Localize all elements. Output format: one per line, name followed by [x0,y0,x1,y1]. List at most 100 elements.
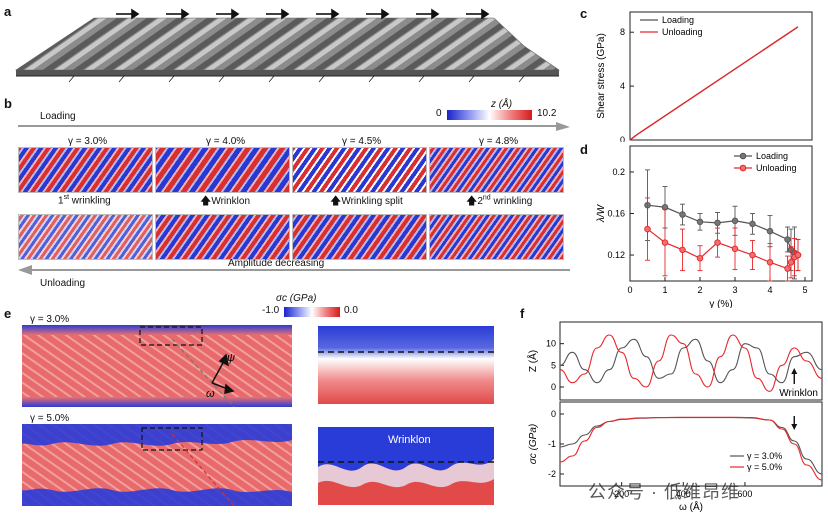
stress-line-3.0 [559,417,823,475]
panel-b-label: b [4,96,12,111]
y-tick-label: -1 [548,439,556,449]
data-point [714,219,721,227]
wrinkle-map-load-4.8 [429,147,564,193]
data-point [766,227,774,235]
colorbar-sigma-label: σc (GPa) [276,293,317,304]
up-arrow-icon-head [791,368,798,374]
y-tick-label: 0 [620,135,625,142]
zoom-map-5.0: Wrinklon [318,427,494,505]
data-point [644,225,651,233]
down-arrow-icon-head [791,424,798,430]
plot-frame [629,11,813,141]
legend-label: γ = 3.0% [747,451,782,461]
legend-label: Loading [756,151,788,161]
data-point [794,251,802,259]
colorbar-sigma-min: -1.0 [262,305,280,316]
x-tick-label: 2 [697,285,702,295]
wrinkle-map-unload-2 [155,214,290,260]
wrinkle-map-load-4.5 [292,147,427,193]
colorbar-z-label: z (Å) [491,99,513,110]
chart-profile-stress: 0 5 10 0 -1 -2 200 400 600 ω (Å) Z (Å) σc (GPa) Wrin… [526,321,823,513]
caption-2nd-wrinkling: 🡅2nd wrinkling [466,194,533,207]
colorbar-sigma-max: 0.0 [344,305,358,316]
zoom-wrinklon-label: Wrinklon [388,434,431,446]
psi-omega-axes [211,353,235,394]
y-tick-label: 0 [551,382,556,392]
strain-bottom-label: γ = 5.0% [30,413,70,424]
y-tick-label: 8 [620,27,625,37]
zoom-map-3.0 [318,326,494,404]
wrinkle-map-unload-1 [18,214,153,260]
y-tick-label: 5 [551,360,556,370]
watermark: 公众号 · 低维昂维 [588,482,740,502]
legend-label: Unloading [756,163,797,173]
y-axis-label: Shear stress (GPa) [596,33,607,119]
up-arrow-icon: 🡅 [466,195,478,207]
strain-label-3: γ = 4.5% [342,136,382,147]
stress-map-5.0 [22,424,292,506]
caption-wrinkling-split: 🡅Wrinkling split [330,195,403,207]
y-tick-label: 10 [546,339,556,349]
series-line-unloading [647,228,799,270]
plot-frame-bottom [559,401,823,487]
shear-direction-arrows [116,8,490,20]
data-point [696,254,704,262]
x-tick-label: 0 [627,285,632,295]
colorbar-z-min: 0 [436,108,442,119]
strain-label-2: γ = 4.0% [206,136,246,147]
panel-a-label: a [4,4,12,19]
profile-line-5.0 [559,334,823,392]
x-tick-label: 4 [767,285,772,295]
y-axis-label-bottom: σc (GPa) [528,424,539,464]
data-point [731,245,739,253]
data-point [784,265,791,272]
panel-d-label: d [580,142,588,157]
data-point [714,239,721,246]
colorbar-sigma [284,307,340,317]
x-axis-label: ω (Å) [679,500,703,513]
data-point [731,217,739,225]
caption-1st-wrinkling: 1st wrinkling [58,194,111,207]
legend-label: Loading [662,15,694,25]
legend-marker [739,164,747,172]
wrinkle-map-load-4.0 [155,147,290,193]
loading-arrow [18,122,570,131]
panel-c-label: c [580,6,588,21]
loading-label: Loading [40,111,76,122]
y-tick-label: 0 [551,409,556,419]
x-tick-label: 400 [676,489,691,499]
data-point [696,218,704,226]
y-axis-label: λ/W [596,203,607,223]
amplitude-decreasing-label: Amplitude decreasing [228,258,325,269]
panel-e-label: e [4,306,12,321]
x-tick-label: 5 [802,285,807,295]
strain-label-4: γ = 4.8% [479,136,519,147]
data-point [679,246,686,254]
wrinkle-map-unload-4 [429,214,564,260]
y-tick-label: 0.16 [607,209,625,219]
plot-frame-top [559,321,823,401]
x-tick-label: 600 [737,489,752,499]
surface-3d-render [15,8,560,83]
strain-top-label: γ = 3.0% [30,314,70,325]
y-tick-label: 0.2 [612,167,625,177]
omega-label: ω [206,388,215,400]
profile-line-3.0 [559,338,823,384]
chart-lambda-w: 0.12 0.16 0.2 0 1 2 3 4 5 γ (%) λ/W Loading Unloadin… [596,145,813,308]
series-line-loading [647,204,799,256]
y-tick-label: -2 [548,469,556,479]
data-point [661,239,669,246]
psi-label: ψ [227,352,235,364]
unloading-arrow [18,265,570,275]
strain-label-1: γ = 3.0% [68,136,108,147]
y-axis-label-top: Z (Å) [526,350,539,372]
data-point [679,211,686,218]
legend-marker [739,152,747,160]
up-arrow-icon: 🡅 [330,195,342,207]
chart-shear-stress: 0 4 8 Shear stress (GPa) Loading Unloading [596,11,813,142]
unloading-label: Unloading [40,278,86,289]
wrinkle-map-unload-3 [292,214,427,260]
x-tick-label: 1 [662,285,667,295]
y-tick-label: 4 [620,81,625,91]
legend-label: Unloading [662,27,703,37]
